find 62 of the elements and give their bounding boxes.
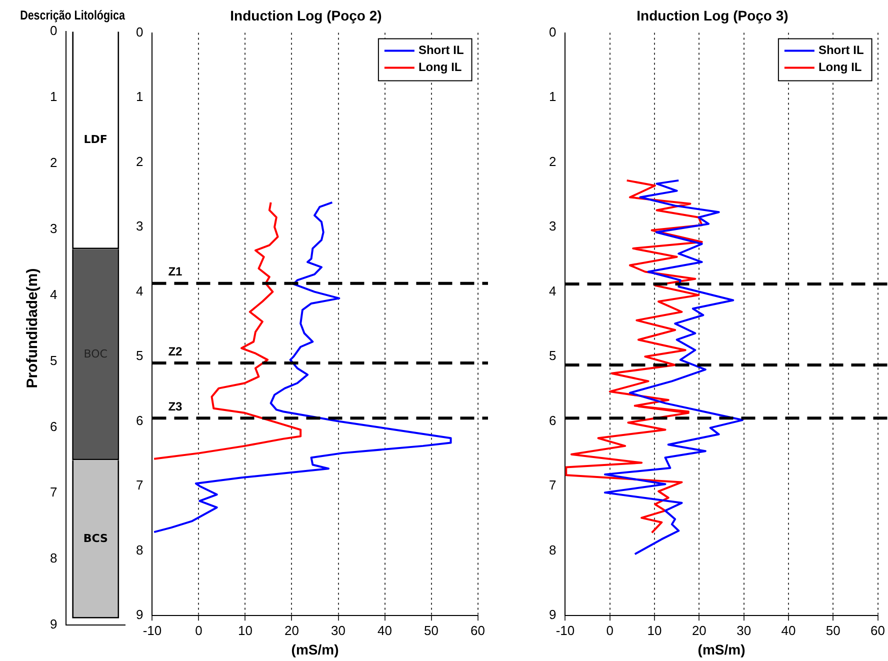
y-tick-label: 2 <box>50 155 58 170</box>
y-tick-label: 1 <box>548 89 556 104</box>
y-tick-label: 1 <box>136 89 144 104</box>
x-tick-label: -10 <box>142 622 162 638</box>
series-label: BCS <box>83 532 108 546</box>
y-tick-label: 9 <box>136 607 144 622</box>
y-tick-label: 0 <box>50 23 58 38</box>
chart-title: Induction Log (Poço 3) <box>636 7 788 24</box>
y-tick-label: 6 <box>50 418 58 434</box>
legend-label: Short IL <box>818 43 864 58</box>
x-tick-label: 30 <box>331 622 346 638</box>
y-tick-label: 5 <box>50 352 58 368</box>
y-tick-label: 5 <box>136 348 144 364</box>
x-tick-label: 40 <box>378 622 392 638</box>
x-tick-label: -10 <box>556 622 575 638</box>
series-label: LDF <box>84 133 108 146</box>
legend-label: Long IL <box>818 60 862 74</box>
y-tick-label: 3 <box>136 218 144 234</box>
chart-title: Induction Log (Poço 2) <box>230 7 382 24</box>
y-tick-label: 7 <box>548 478 556 493</box>
x-tick-label: 10 <box>238 622 252 638</box>
x-tick-label: 60 <box>470 622 486 638</box>
y-tick-label: 4 <box>50 286 58 302</box>
x-tick-label: 30 <box>736 622 752 638</box>
ref-line-label: Z3 <box>168 399 183 414</box>
x-tick-label: 20 <box>284 622 299 638</box>
y-tick-label: 9 <box>50 616 58 632</box>
y-tick-label: 8 <box>548 542 556 558</box>
y-axis-title: Profundidade(m) <box>24 268 42 388</box>
legend-label: Long IL <box>418 60 462 74</box>
x-tick-label: 0 <box>606 622 614 638</box>
y-tick-label: 2 <box>136 154 144 169</box>
y-tick-label: 8 <box>136 542 144 558</box>
x-tick-label: 60 <box>870 622 886 638</box>
x-tick-label: 50 <box>826 622 840 638</box>
ref-line-label: Z1 <box>168 264 183 279</box>
x-tick-label: 20 <box>692 622 706 638</box>
y-tick-label: 4 <box>136 283 144 298</box>
chart-title: Descrição Litológica <box>20 7 126 23</box>
x-tick-label: 0 <box>195 622 202 638</box>
y-tick-label: 6 <box>548 412 556 428</box>
y-tick-label: 1 <box>50 89 58 104</box>
y-tick-label: 4 <box>548 283 556 298</box>
legend-label: Short IL <box>418 43 464 58</box>
y-tick-label: 3 <box>548 218 556 234</box>
series-label: BOC <box>84 348 108 361</box>
x-tick-label: 10 <box>647 622 662 638</box>
y-tick-label: 3 <box>50 220 58 236</box>
y-tick-label: 7 <box>50 484 58 500</box>
y-tick-label: 6 <box>136 412 144 428</box>
y-tick-label: 7 <box>136 478 144 493</box>
y-tick-label: 9 <box>548 607 556 622</box>
y-tick-label: 8 <box>50 550 58 566</box>
x-tick-label: 40 <box>781 622 796 638</box>
y-tick-label: 2 <box>548 154 556 169</box>
x-tick-label: 50 <box>424 622 438 638</box>
ref-line-label: Z2 <box>168 344 183 358</box>
x-axis-title: (mS/m) <box>291 641 339 658</box>
y-tick-label: 0 <box>136 24 144 40</box>
y-tick-label: 5 <box>548 348 556 364</box>
y-tick-label: 0 <box>548 24 556 40</box>
x-axis-title: (mS/m) <box>698 641 746 658</box>
